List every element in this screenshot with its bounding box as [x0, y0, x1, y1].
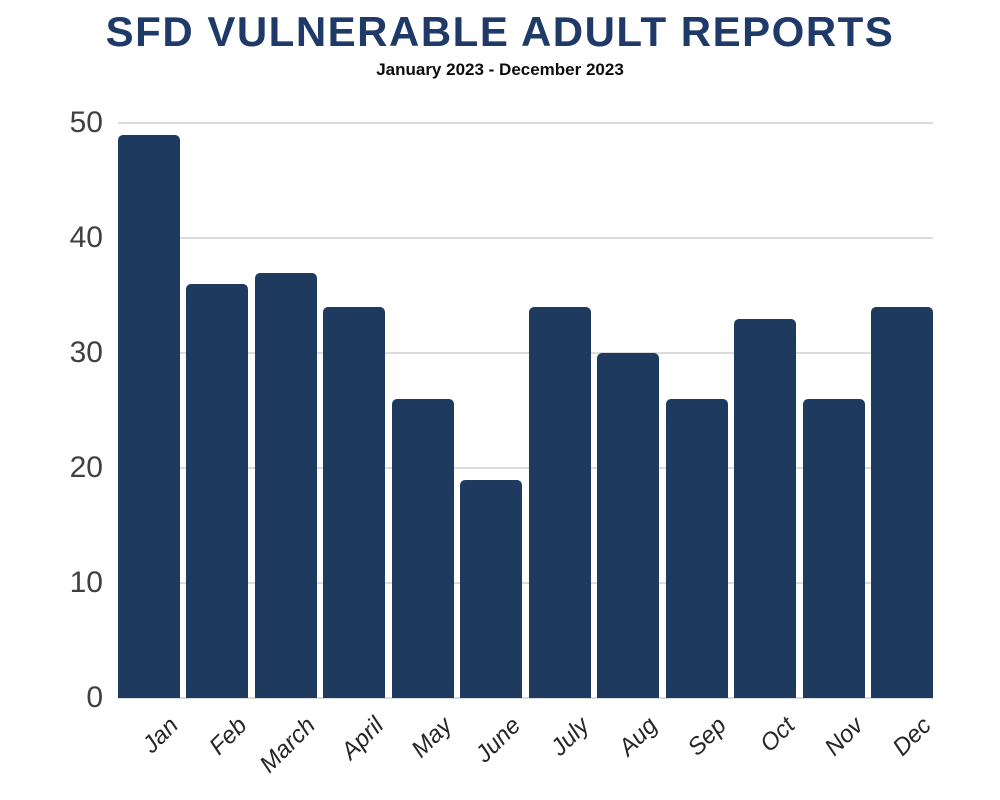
bar-jan	[118, 134, 180, 698]
x-axis-tick-label-nov: Nov	[819, 712, 869, 762]
bar-feb	[186, 284, 249, 698]
x-axis-tick-label-july: July	[545, 712, 595, 762]
bar-dec	[870, 307, 933, 698]
y-axis-tick-label-20: 20	[69, 451, 103, 484]
bar-june	[460, 479, 523, 698]
x-axis-cell-april: April	[323, 700, 389, 800]
bar-july	[528, 307, 591, 698]
x-axis-tick-label-jan: Jan	[137, 712, 185, 759]
x-axis-cell-jan: Jan	[118, 700, 184, 800]
x-axis-cell-june: June	[460, 700, 526, 800]
x-axis-cell-oct: Oct	[734, 700, 800, 800]
x-axis-tick-label-april: April	[336, 712, 390, 766]
bar-aug	[597, 353, 660, 698]
x-axis-tick-label-dec: Dec	[887, 712, 938, 762]
x-axis-tick-label-may: May	[406, 712, 458, 764]
x-axis-tick-label-oct: Oct	[754, 712, 801, 758]
bar-chart-plot-area	[118, 122, 933, 699]
bar-may	[391, 399, 454, 698]
y-axis-tick-label-10: 10	[69, 566, 103, 599]
y-axis-tick-label-30: 30	[69, 336, 103, 369]
gridline-30	[118, 352, 933, 354]
y-axis: 0 10 20 30 40 50	[0, 106, 103, 714]
y-axis-tick-label-40: 40	[69, 221, 103, 254]
gridline-40	[118, 237, 933, 239]
bar-march	[254, 272, 317, 698]
x-axis-tick-label-sep: Sep	[682, 712, 732, 762]
x-axis-tick-label-aug: Aug	[613, 712, 664, 762]
gridline-0	[118, 697, 933, 699]
x-axis-cell-dec: Dec	[871, 700, 937, 800]
x-axis: Jan Feb March April May June July Aug Sep Oct Nov D…	[118, 700, 937, 800]
bar-series	[118, 123, 933, 698]
bar-sep	[665, 399, 728, 698]
chart-title: SFD VULNERABLE ADULT REPORTS	[105, 8, 895, 55]
chart-subtitle: January 2023 - December 2023	[376, 60, 624, 79]
x-axis-cell-july: July	[529, 700, 595, 800]
x-axis-tick-label-feb: Feb	[204, 712, 253, 761]
gridline-20	[118, 467, 933, 469]
x-axis-cell-sep: Sep	[666, 700, 731, 800]
gridline-10	[118, 582, 933, 584]
x-axis-cell-march: March	[255, 700, 321, 800]
bar-oct	[734, 318, 797, 698]
x-axis-cell-aug: Aug	[597, 700, 663, 800]
gridline-50	[118, 122, 933, 124]
bar-nov	[802, 399, 865, 698]
y-axis-tick-label-0: 0	[86, 681, 103, 714]
x-axis-tick-label-june: June	[470, 712, 527, 768]
bar-april	[323, 307, 386, 698]
x-axis-cell-nov: Nov	[803, 700, 868, 800]
x-axis-tick-label-march: March	[254, 712, 321, 779]
x-axis-cell-may: May	[392, 700, 458, 800]
x-axis-cell-feb: Feb	[186, 700, 252, 800]
y-axis-tick-label-50: 50	[69, 106, 103, 139]
